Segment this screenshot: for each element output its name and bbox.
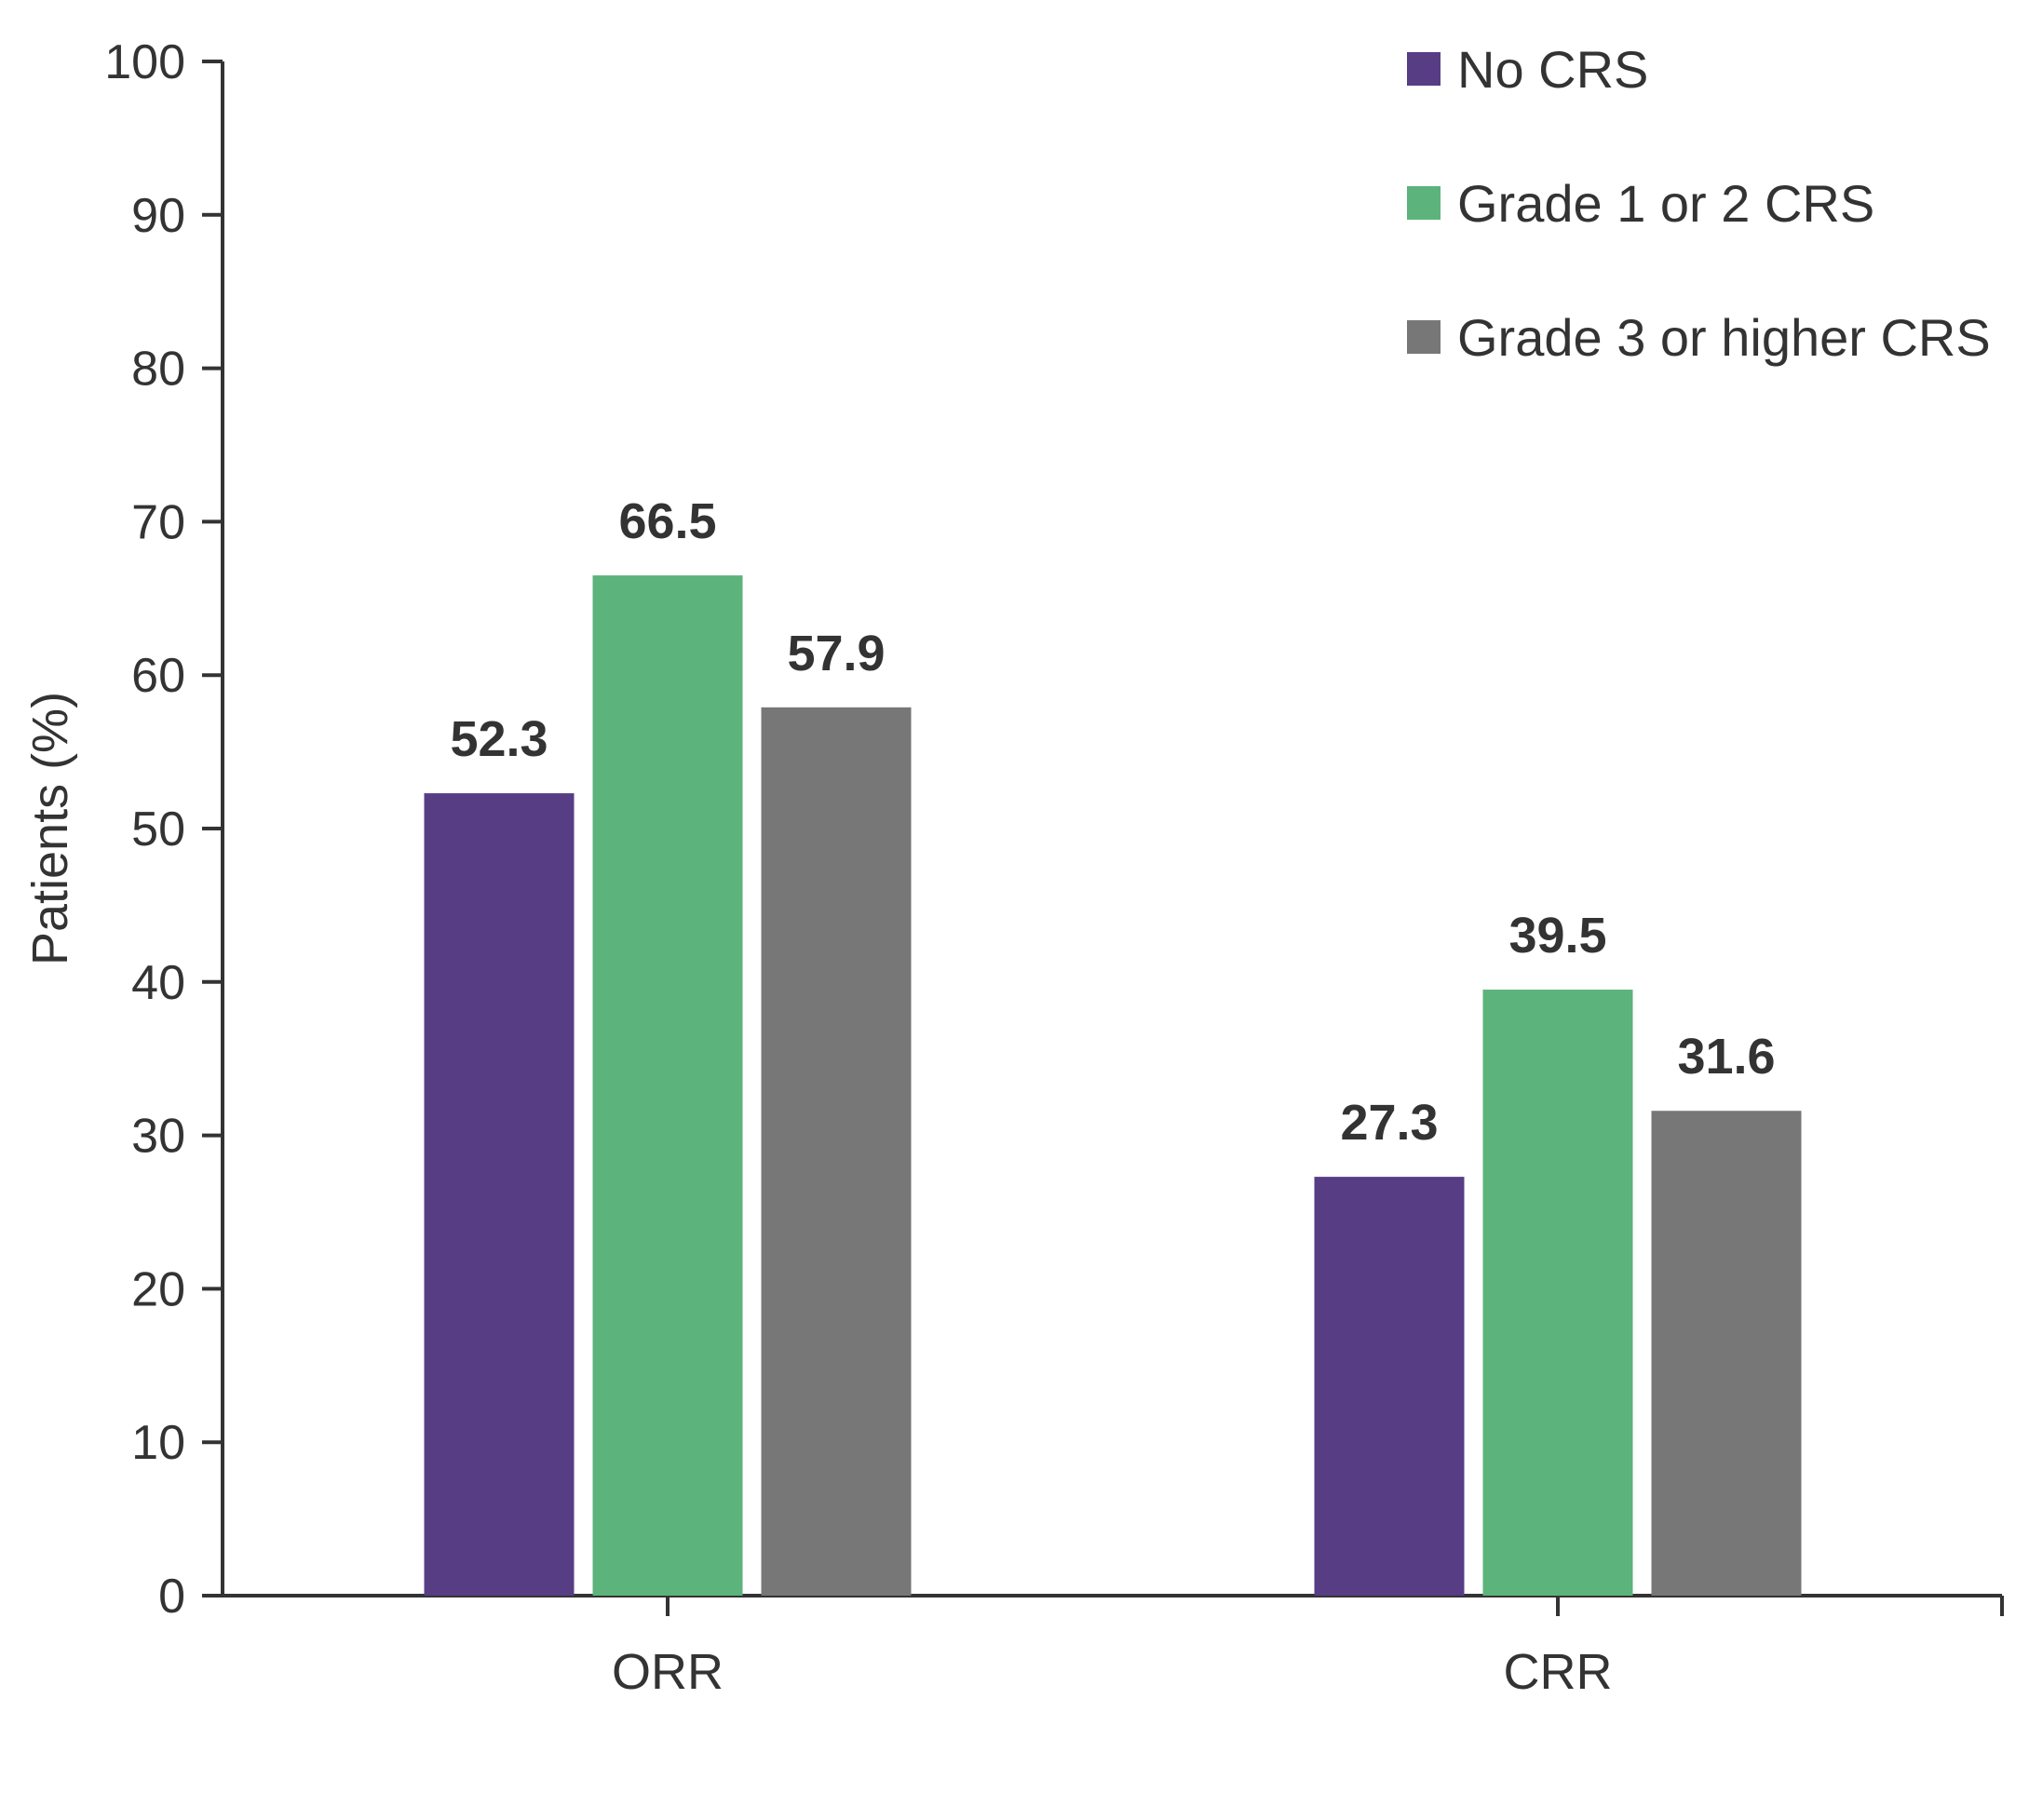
bar [1482,990,1633,1596]
x-axis: ORR CRR [223,1594,2004,1700]
y-tick-label: 20 [131,1262,185,1316]
y-tick-label: 40 [131,956,185,1010]
legend-label: No CRS [1457,40,1648,99]
data-label: 27.3 [1340,1095,1438,1151]
y-axis-title: Patients (%) [22,692,78,965]
data-label: 31.6 [1677,1029,1775,1085]
y-tick-label: 80 [131,343,185,397]
legend-swatch [1407,52,1441,86]
bar [761,707,912,1596]
y-axis: 0 10 20 30 40 50 60 70 80 90 100 [104,35,224,1624]
bars [424,575,1802,1596]
y-tick-label: 0 [158,1570,185,1624]
y-tick-label: 30 [131,1110,185,1164]
bar [1651,1111,1802,1596]
y-tick-label: 100 [104,35,185,89]
legend-swatch [1407,186,1441,220]
y-tick-label: 90 [131,189,185,243]
y-tick-label: 60 [131,649,185,703]
legend: No CRS Grade 1 or 2 CRS Grade 3 or higher … [1407,40,1991,367]
x-category-label: ORR [612,1644,724,1700]
x-category-label: CRR [1504,1644,1613,1700]
data-label: 66.5 [618,493,716,549]
bar [424,793,575,1596]
data-label: 39.5 [1508,908,1606,964]
y-tick-label: 50 [131,802,185,856]
bar [592,575,743,1596]
data-labels: 52.3 66.5 57.9 27.3 39.5 31.6 [450,493,1775,1151]
y-tick-label: 70 [131,495,185,549]
data-label: 57.9 [787,626,885,681]
y-tick-label: 10 [131,1416,185,1470]
legend-swatch [1407,320,1441,354]
bar [1314,1177,1465,1596]
legend-label: Grade 1 or 2 CRS [1457,174,1874,233]
legend-label: Grade 3 or higher CRS [1457,308,1991,367]
data-label: 52.3 [450,711,548,767]
